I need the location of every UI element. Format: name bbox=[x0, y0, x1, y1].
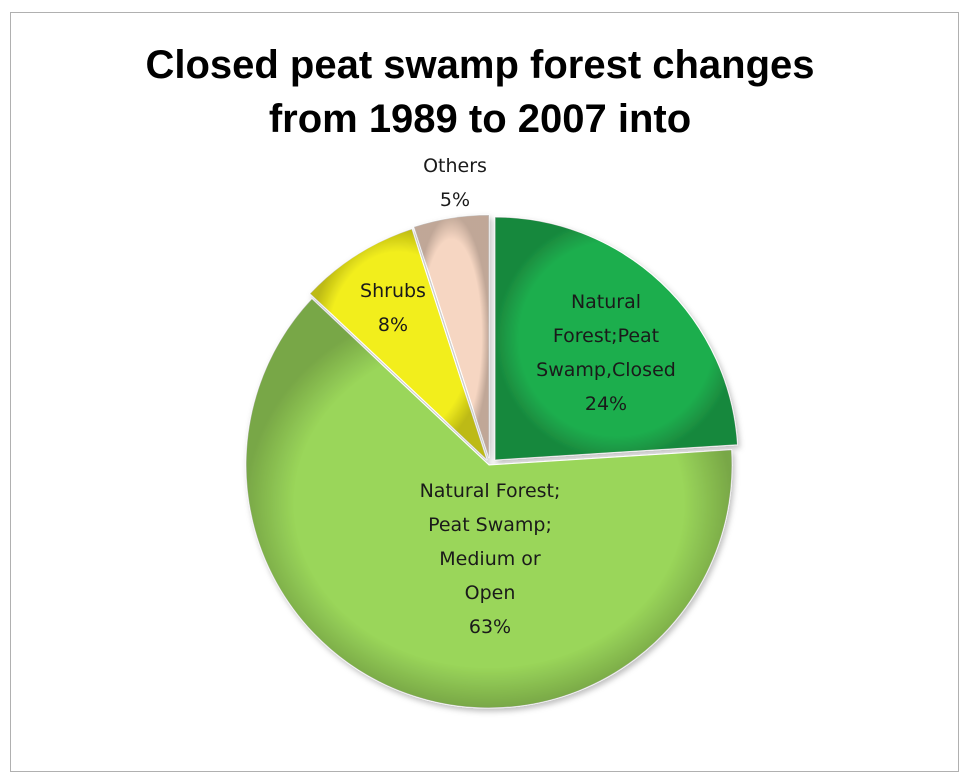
slice-category-label: Medium or bbox=[439, 548, 541, 570]
pie-slice-bevel-3 bbox=[413, 215, 489, 458]
slice-label-2: Shrubs 8% bbox=[360, 280, 426, 336]
pie-slice-1 bbox=[245, 297, 733, 709]
slice-category-label: Shrubs bbox=[360, 280, 426, 302]
pie-slice-bevel-2 bbox=[309, 228, 487, 460]
slice-category-label: Others bbox=[423, 155, 487, 177]
slice-category-label: Open bbox=[465, 582, 516, 604]
pie-slice-3 bbox=[413, 214, 490, 459]
slice-category-label: Natural bbox=[571, 291, 641, 313]
slice-label-0: Natural Forest;Peat Swamp,Closed 24% bbox=[536, 291, 676, 415]
pie-slice-0 bbox=[494, 216, 739, 461]
chart-title: Closed peat swamp forest changes from 19… bbox=[0, 38, 960, 146]
slice-label-3: Others 5% bbox=[423, 155, 487, 211]
slice-category-label: Forest;Peat bbox=[553, 325, 659, 347]
slice-value-label: 24% bbox=[585, 393, 627, 415]
slice-category-label: Natural Forest; bbox=[420, 480, 561, 502]
slice-label-1: Natural Forest; Peat Swamp; Medium or Open 6… bbox=[420, 480, 561, 638]
slice-value-label: 63% bbox=[469, 616, 511, 638]
slice-category-label: Peat Swamp; bbox=[428, 514, 552, 536]
slice-value-label: 8% bbox=[378, 314, 408, 336]
slice-value-label: 5% bbox=[440, 189, 470, 211]
pie-slice-bevel-0 bbox=[495, 217, 738, 460]
chart-title-line-2: from 1989 to 2007 into bbox=[268, 97, 692, 141]
slice-category-label: Swamp,Closed bbox=[536, 359, 676, 381]
pie-slice-bevel-1 bbox=[245, 298, 732, 708]
chart-title-line-1: Closed peat swamp forest changes bbox=[145, 43, 815, 87]
pie-slice-2 bbox=[309, 228, 488, 461]
